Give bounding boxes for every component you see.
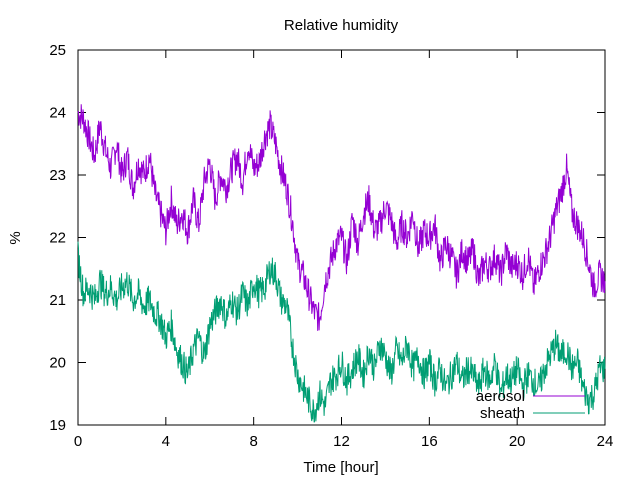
x-tick-label: 0 (74, 433, 82, 450)
y-tick-label: 23 (49, 167, 66, 184)
x-axis-label: Time [hour] (303, 459, 378, 476)
x-tick-label: 24 (597, 433, 614, 450)
y-tick-label: 20 (49, 355, 66, 372)
chart-title: Relative humidity (284, 17, 399, 34)
plot-area: 19 20 21 22 23 24 25 0 4 8 12 16 20 24 (49, 42, 613, 450)
x-tick-label: 12 (333, 433, 350, 450)
y-tick-label: 22 (49, 230, 66, 247)
x-tick-label: 20 (509, 433, 526, 450)
legend-label-aerosol: aerosol (476, 388, 525, 405)
y-tick-label: 25 (49, 42, 66, 59)
series-line-sheath (77, 241, 606, 423)
x-tick-label: 4 (162, 433, 170, 450)
y-tick-label: 24 (49, 105, 66, 122)
x-tick-label: 16 (421, 433, 438, 450)
legend: aerosol sheath (476, 388, 585, 422)
legend-label-sheath: sheath (480, 405, 525, 422)
x-tick-label: 8 (249, 433, 257, 450)
y-tick-label: 21 (49, 292, 66, 309)
y-axis-label: % (7, 231, 24, 244)
y-tick-label: 19 (49, 417, 66, 434)
series-line-aerosol (77, 104, 606, 331)
